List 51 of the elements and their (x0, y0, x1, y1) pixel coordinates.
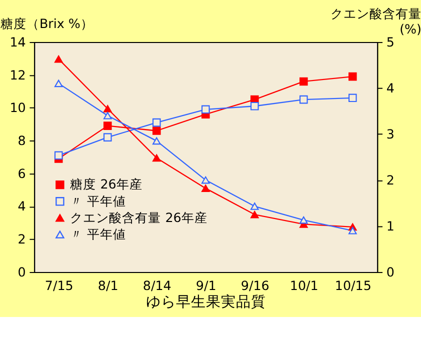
x-tick-label: 9/16 (240, 278, 270, 294)
y-tick-label: 10 (10, 100, 26, 116)
x-tick-label: 10/15 (334, 278, 372, 294)
x-tick-label: 10/1 (290, 278, 318, 294)
x-tick-label: 8/1 (98, 278, 118, 294)
point (152, 126, 161, 135)
y-tick-label: 12 (10, 67, 26, 82)
x-tick-label: 7/15 (44, 278, 74, 294)
point (250, 102, 259, 110)
point (250, 210, 259, 218)
y-tick-label: 0 (18, 264, 26, 280)
y-tick-label: 8 (18, 132, 26, 148)
legend-label: 〃 平年値 (70, 226, 126, 242)
y-tick-label: 14 (10, 34, 26, 50)
y2-tick-label: 5 (386, 34, 394, 50)
point (54, 80, 63, 88)
y2-tick-label: 4 (386, 80, 394, 96)
y-tick-label: 4 (18, 198, 26, 214)
y2-tick-label: 2 (386, 172, 394, 188)
point (103, 105, 112, 112)
point (54, 151, 63, 160)
point (348, 94, 357, 102)
point (103, 122, 112, 130)
y2-tick-label: 1 (386, 218, 394, 234)
point (201, 105, 210, 114)
point (299, 77, 308, 86)
y-axis-title: 糖度（Brix %） (0, 16, 94, 31)
point (299, 216, 308, 224)
y2-tick-label: 0 (386, 264, 394, 280)
point (152, 154, 161, 162)
point (54, 55, 63, 63)
point (103, 133, 112, 142)
point (103, 112, 112, 120)
point (250, 202, 259, 210)
y-tick-label: 2 (18, 232, 26, 247)
legend-label: クエン酸含有量 26年産 (70, 210, 208, 225)
point (152, 118, 161, 127)
point (152, 137, 161, 145)
x-tick-label: 9/1 (196, 278, 216, 294)
x-axis-title: ゆら早生果実品質 (146, 294, 266, 311)
point (348, 226, 357, 234)
y2-axis-title: クエン酸含有量 (%) (330, 6, 421, 37)
x-tick-label: 8/14 (142, 278, 172, 294)
point (201, 176, 210, 184)
legend-label: 糖度 26年産 (70, 176, 142, 192)
y-tick-label: 6 (18, 166, 26, 181)
y2-tick-label: 3 (386, 126, 394, 142)
legend-label: 〃 平年値 (70, 193, 126, 208)
point (201, 184, 210, 192)
point (299, 95, 308, 104)
point (348, 72, 357, 81)
